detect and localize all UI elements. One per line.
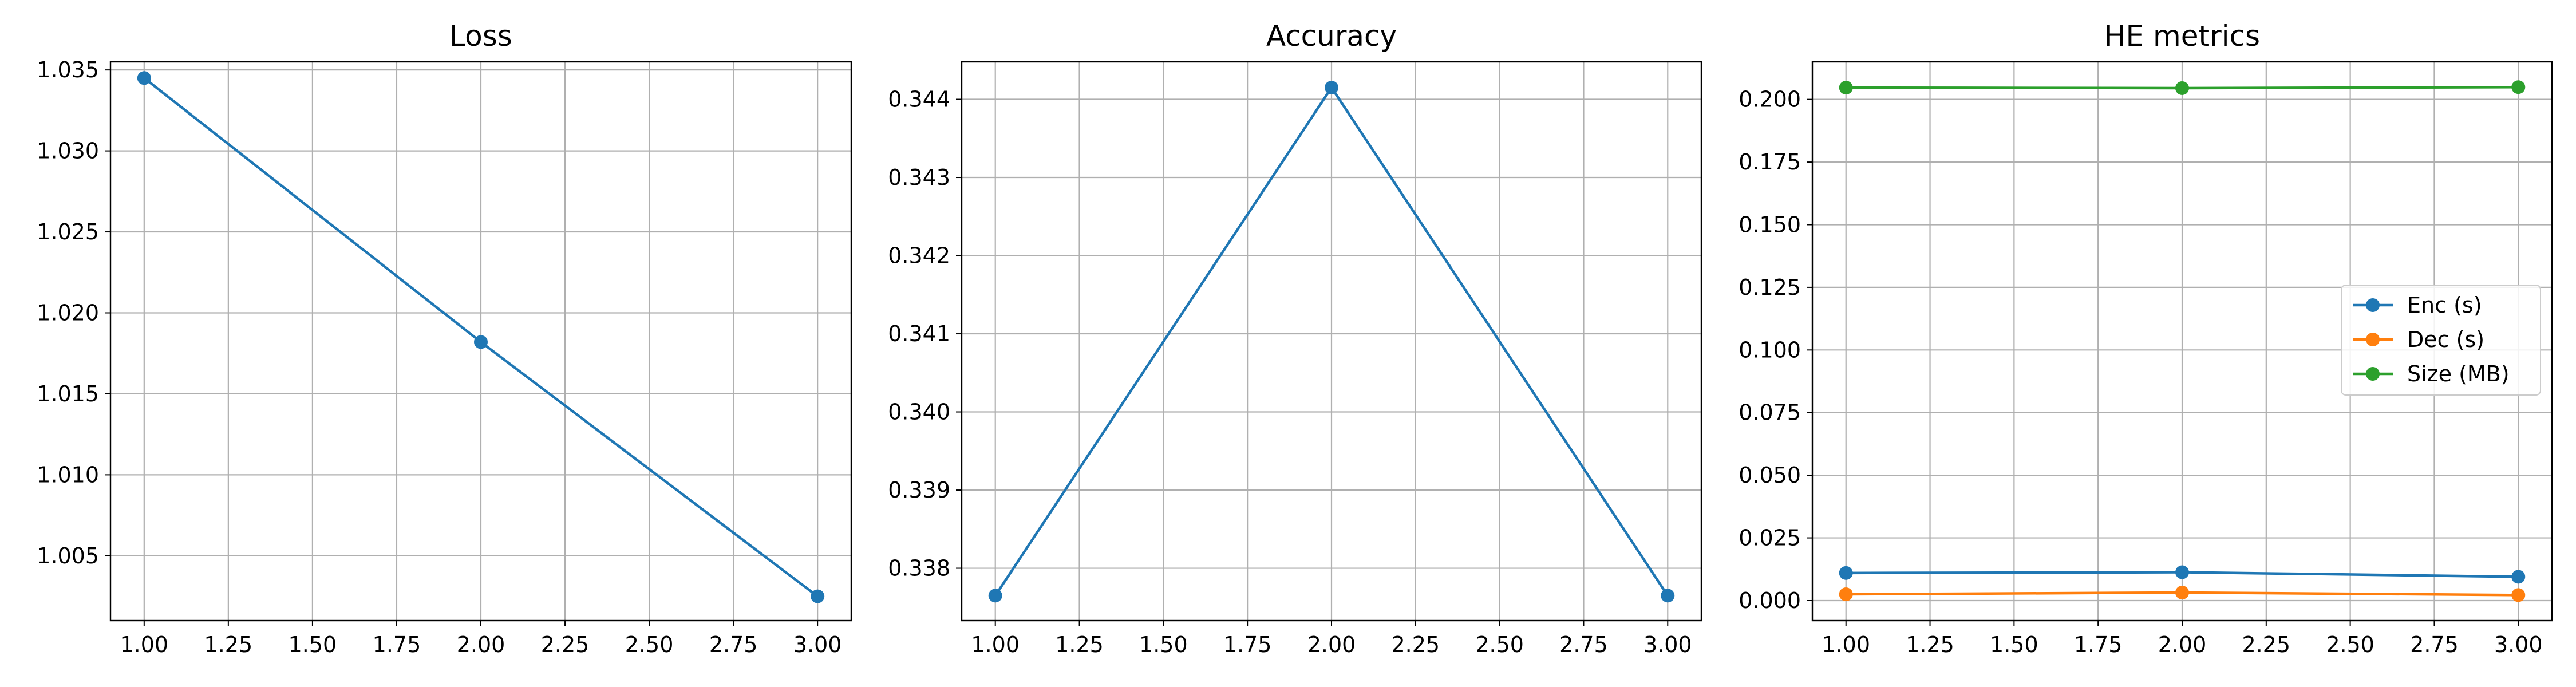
data-point: [811, 589, 825, 603]
plot-frame: [1811, 61, 2553, 622]
y-tick-label: 0.341: [888, 321, 950, 346]
chart-panel-3: 1.00 1.25 1.50 1.75 2.00 2.25 2.50 2.75 3.00 0.00…: [1739, 19, 2553, 657]
x-tick-label: 1.75: [1223, 632, 1272, 657]
x-tick-label: 2.00: [1307, 632, 1356, 657]
y-tick-label: 0.150: [1739, 212, 1801, 237]
legend-marker: [2366, 333, 2380, 346]
data-point: [1839, 566, 1853, 580]
x-tick-label: 2.75: [2410, 632, 2459, 657]
legend-label: Enc (s): [2407, 293, 2482, 318]
x-tick-label: 1.50: [289, 632, 337, 657]
legend-marker: [2366, 298, 2380, 312]
chart-title: Loss: [449, 19, 512, 53]
data-point: [474, 335, 488, 349]
y-tick-label: 0.000: [1739, 588, 1801, 613]
x-tick-label: 1.00: [120, 632, 169, 657]
x-tick-label: 2.00: [2158, 632, 2207, 657]
plot-frame: [109, 61, 852, 622]
y-tick-label: 0.343: [888, 165, 950, 190]
data-point: [2511, 80, 2526, 94]
y-tick-label: 1.025: [37, 219, 99, 244]
x-tick-label: 3.00: [1643, 632, 1692, 657]
data-point: [1325, 81, 1338, 95]
x-tick-label: 1.50: [1139, 632, 1188, 657]
x-tick-label: 3.00: [793, 632, 842, 657]
x-tick-label: 1.25: [1906, 632, 1954, 657]
legend: Enc (s) Dec (s) Size (MB): [2341, 285, 2541, 396]
x-tick-label: 1.00: [1822, 632, 1870, 657]
y-tick-label: 0.338: [888, 556, 950, 581]
y-tick-label: 0.339: [888, 477, 950, 503]
x-tick-label: 2.75: [709, 632, 758, 657]
y-tick-label: 0.100: [1739, 337, 1801, 362]
data-point: [1839, 81, 1853, 95]
y-tick-label: 1.030: [37, 139, 99, 164]
legend-label: Dec (s): [2407, 327, 2484, 352]
x-tick-label: 3.00: [2494, 632, 2543, 657]
y-tick-label: 0.050: [1739, 463, 1801, 488]
y-tick-label: 1.010: [37, 462, 99, 487]
x-tick-label: 2.00: [457, 632, 505, 657]
data-point: [988, 589, 1002, 603]
x-tick-label: 1.00: [971, 632, 1020, 657]
x-tick-label: 2.50: [625, 632, 674, 657]
x-tick-label: 2.25: [541, 632, 590, 657]
x-tick-label: 1.25: [204, 632, 253, 657]
y-tick-label: 0.125: [1739, 275, 1801, 300]
x-tick-label: 1.75: [2074, 632, 2123, 657]
data-point: [1661, 589, 1675, 603]
y-tick-label: 1.035: [37, 57, 99, 82]
chart-title: Accuracy: [1266, 19, 1397, 53]
y-tick-label: 0.025: [1739, 526, 1801, 551]
y-tick-label: 0.175: [1739, 149, 1801, 175]
chart-panel-2: 1.00 1.25 1.50 1.75 2.00 2.25 2.50 2.75 3.00 0.33…: [888, 19, 1702, 657]
y-tick-label: 1.015: [37, 381, 99, 406]
x-tick-label: 1.50: [1990, 632, 2038, 657]
y-tick-label: 0.344: [888, 87, 950, 112]
plot-frame: [961, 61, 1702, 622]
y-tick-label: 0.200: [1739, 87, 1801, 112]
y-tick-label: 0.342: [888, 243, 950, 269]
chart-panel-1: 1.00 1.25 1.50 1.75 2.00 2.25 2.50 2.75 3.00 1.00…: [37, 19, 852, 657]
y-tick-label: 0.340: [888, 400, 950, 425]
x-tick-label: 2.50: [2326, 632, 2374, 657]
x-tick-label: 2.75: [1559, 632, 1608, 657]
legend-box: [2341, 285, 2541, 396]
data-point: [2175, 81, 2189, 95]
x-tick-label: 2.25: [1392, 632, 1440, 657]
x-tick-label: 1.25: [1055, 632, 1104, 657]
x-tick-label: 2.25: [2242, 632, 2291, 657]
y-tick-label: 1.005: [37, 543, 99, 568]
data-point: [137, 71, 151, 85]
x-tick-label: 2.50: [1475, 632, 1524, 657]
data-point: [2511, 588, 2526, 602]
data-point: [2175, 585, 2189, 599]
data-point: [2175, 565, 2189, 579]
legend-marker: [2366, 367, 2380, 381]
y-tick-label: 0.075: [1739, 400, 1801, 425]
legend-label: Size (MB): [2407, 361, 2510, 386]
data-point: [2511, 570, 2526, 584]
chart-title: HE metrics: [2104, 19, 2260, 53]
y-tick-label: 1.020: [37, 300, 99, 325]
x-tick-label: 1.75: [373, 632, 421, 657]
data-point: [1839, 587, 1853, 602]
